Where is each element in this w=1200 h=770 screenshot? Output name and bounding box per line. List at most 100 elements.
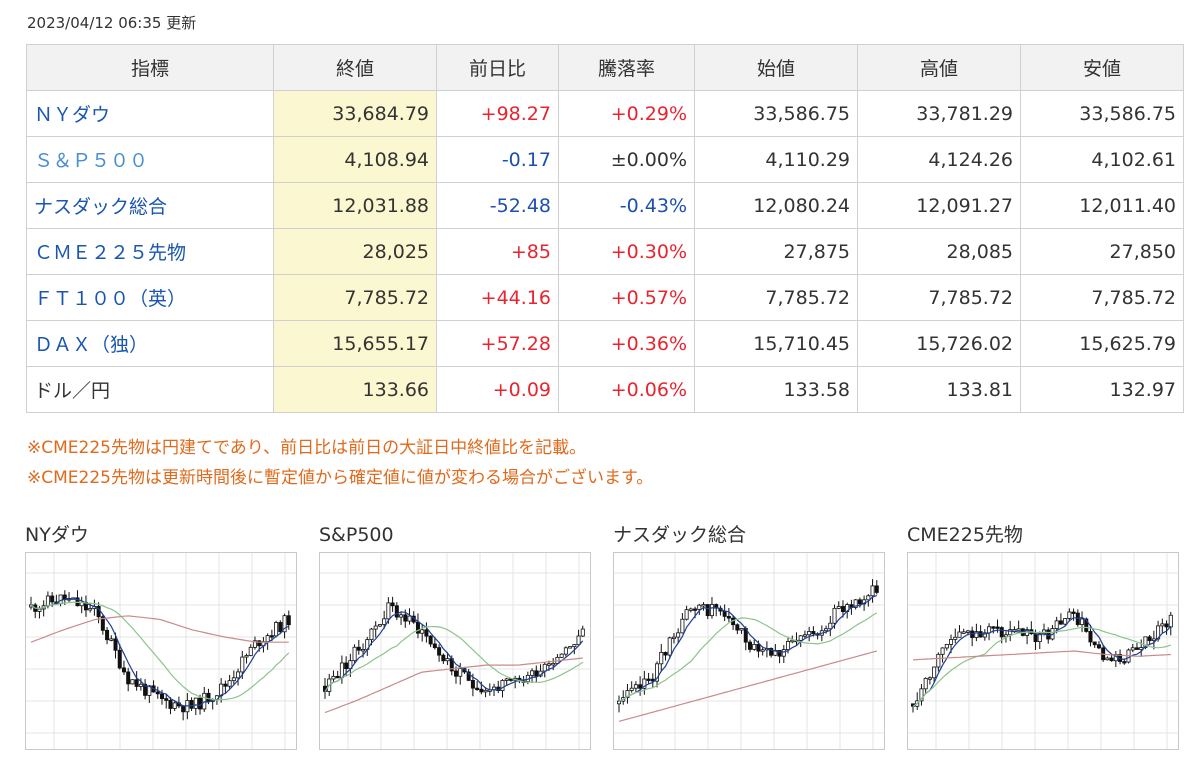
candle-body	[198, 697, 203, 710]
candlestick-chart	[614, 553, 884, 749]
candle-body	[625, 690, 630, 698]
open-value: 15,710.45	[694, 320, 858, 367]
note-line: ※CME225先物は更新時間後に暫定値から確定値に値が変わる場合がございます。	[27, 468, 654, 488]
candle-body	[568, 646, 573, 649]
open-value: 12,080.24	[694, 182, 858, 229]
low-value: 15,625.79	[1020, 320, 1184, 367]
change-value: +44.16	[436, 274, 559, 321]
candle-body	[1151, 638, 1156, 641]
candle-body	[534, 670, 539, 677]
indicator-link-nasdaq[interactable]: ナスダック総合	[26, 182, 274, 229]
chart-frame[interactable]	[907, 552, 1179, 750]
change-rate-value: -0.43%	[558, 182, 695, 229]
indicator-link-ft100[interactable]: ＦＴ１００（英）	[26, 274, 274, 321]
high-value: 28,085	[857, 228, 1021, 275]
candle-body	[352, 646, 357, 662]
candle-body	[932, 666, 937, 679]
high-value: 33,781.29	[857, 90, 1021, 137]
indicator-link-dax[interactable]: ＤＡＸ（独）	[26, 320, 274, 367]
candle-body	[88, 608, 93, 611]
chart-frame[interactable]	[319, 552, 591, 750]
ma-short-line	[618, 595, 877, 702]
candle-body	[361, 649, 366, 652]
candle-body	[100, 616, 105, 631]
candle-body	[458, 668, 463, 677]
update-timestamp: 2023/04/12 06:35 更新	[27, 14, 197, 32]
candle-body	[659, 651, 664, 665]
candle-body	[475, 687, 480, 691]
candle-body	[949, 639, 954, 645]
indicator-link-cme225[interactable]: ＣＭＥ２２５先物	[26, 228, 274, 275]
candle-body	[356, 646, 361, 651]
candle-body	[382, 618, 387, 625]
candle-body	[403, 614, 408, 622]
candle-body	[701, 604, 706, 607]
candle-body	[1168, 614, 1173, 628]
candle-body	[705, 604, 710, 617]
candle-body	[756, 643, 761, 652]
table-row: ドル／円 133.66 +0.09 +0.06% 133.58 133.81 1…	[26, 366, 1184, 413]
candle-body	[840, 606, 845, 613]
header-high: 高値	[857, 44, 1021, 91]
candle-body	[572, 644, 577, 647]
candle-body	[282, 615, 287, 633]
candle-body	[407, 615, 412, 622]
candle-body	[663, 651, 668, 656]
candle-body	[1105, 657, 1110, 661]
candle-body	[777, 650, 782, 657]
candle-body	[760, 649, 765, 652]
header-change: 前日比	[436, 44, 559, 91]
candle-body	[747, 641, 752, 650]
low-value: 4,102.61	[1020, 136, 1184, 183]
candle-body	[769, 647, 774, 656]
candle-body	[164, 698, 169, 701]
ma-short-line	[30, 598, 290, 707]
candle-body	[344, 662, 349, 670]
candle-body	[1134, 647, 1139, 650]
header-close: 終値	[273, 44, 437, 91]
candle-body	[1109, 657, 1114, 662]
candle-body	[709, 604, 714, 617]
chart-frame[interactable]	[613, 552, 885, 750]
indicator-link-sp500[interactable]: Ｓ＆Ｐ５００	[26, 136, 274, 183]
candlestick-chart	[26, 553, 296, 749]
candle-body	[1008, 629, 1013, 636]
candle-body	[680, 618, 685, 634]
candle-body	[415, 621, 420, 634]
candle-body	[1058, 620, 1063, 625]
open-value: 33,586.75	[694, 90, 858, 137]
candle-body	[655, 663, 660, 682]
candle-body	[206, 692, 211, 702]
change-value: +98.27	[436, 90, 559, 137]
candle-body	[781, 649, 786, 657]
candle-body	[1067, 611, 1072, 619]
candle-body	[646, 678, 651, 681]
ma-mid-line	[912, 626, 1172, 707]
candle-body	[870, 585, 875, 597]
high-value: 15,726.02	[857, 320, 1021, 367]
high-value: 133.81	[857, 366, 1021, 413]
candle-body	[331, 675, 336, 680]
candle-body	[697, 604, 702, 610]
candle-body	[424, 629, 429, 637]
candle-body	[377, 624, 382, 627]
indicator-link-nydow[interactable]: ＮＹダウ	[26, 90, 274, 137]
candle-body	[159, 693, 164, 699]
candle-body	[420, 629, 425, 634]
candle-body	[530, 670, 535, 676]
candle-body	[117, 649, 122, 669]
close-value: 133.66	[273, 366, 437, 413]
candle-body	[629, 687, 634, 691]
candle-body	[580, 628, 585, 637]
candle-body	[667, 637, 672, 656]
candle-body	[168, 699, 173, 709]
candle-body	[739, 628, 744, 631]
chart-frame[interactable]	[25, 552, 297, 750]
chart-nydow: NYダウ	[25, 522, 297, 750]
candle-body	[143, 683, 148, 696]
grid-lines	[908, 553, 1178, 749]
candle-body	[1088, 631, 1093, 643]
low-value: 7,785.72	[1020, 274, 1184, 321]
header-indicator: 指標	[26, 44, 274, 91]
candle-body	[428, 635, 433, 645]
